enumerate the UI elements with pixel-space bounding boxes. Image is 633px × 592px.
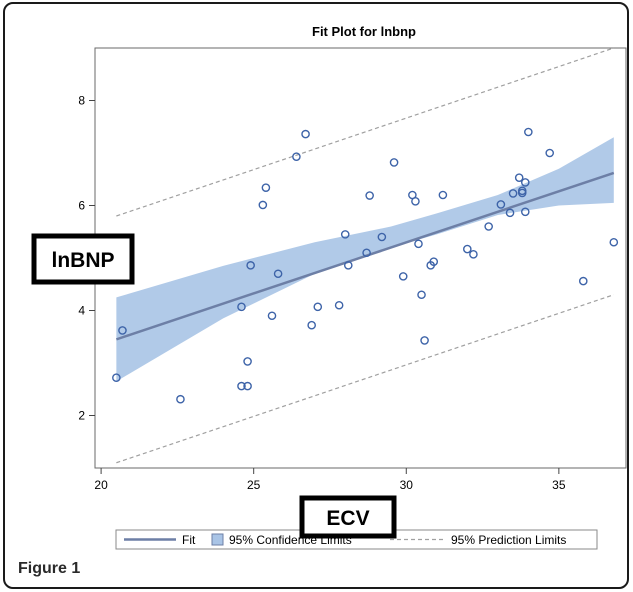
data-point — [609, 237, 619, 247]
data-point — [273, 269, 283, 279]
data-point — [362, 248, 371, 258]
data-point — [484, 222, 493, 231]
data-point — [411, 196, 420, 206]
confidence-band-area — [116, 137, 614, 382]
prediction-limits — [116, 47, 614, 464]
data-point — [246, 261, 255, 270]
data-point — [334, 300, 344, 310]
legend-prediction-label: 95% Prediction Limits — [451, 533, 566, 547]
data-point — [292, 152, 301, 161]
legend-confidence-swatch — [211, 533, 224, 546]
figure-frame — [3, 2, 629, 589]
data-point — [417, 290, 426, 300]
data-point — [520, 207, 530, 217]
data-point — [429, 257, 439, 266]
x-tick-label: 35 — [552, 478, 566, 492]
data-point — [112, 373, 121, 383]
data-point — [389, 158, 399, 167]
data-point — [377, 232, 387, 242]
data-point — [520, 178, 530, 187]
figure-caption: Figure 1 — [18, 560, 81, 577]
data-point — [243, 357, 252, 366]
data-point — [258, 200, 268, 210]
prediction-limit-upper — [116, 47, 614, 217]
y-axis-label-box: lnBNP — [31, 233, 135, 285]
x-label-frame — [299, 495, 397, 539]
data-point — [313, 302, 323, 312]
x-tick-label: 30 — [400, 478, 414, 492]
x-axis-label-box: ECV — [299, 495, 397, 539]
y-axis-ticks: 2 4 6 8 — [78, 94, 95, 423]
legend-fit-label: Fit — [182, 533, 196, 547]
y-tick-label: 2 — [78, 409, 85, 423]
data-point — [267, 311, 277, 321]
data-point — [517, 186, 527, 196]
data-point — [496, 200, 506, 209]
y-tick-label: 4 — [78, 304, 85, 318]
data-point — [514, 173, 524, 182]
data-point — [237, 381, 246, 391]
data-point — [420, 336, 429, 345]
data-point — [438, 190, 448, 200]
data-point — [261, 183, 271, 192]
data-point — [237, 302, 246, 312]
y-tick-label: 8 — [78, 94, 85, 108]
data-point — [343, 261, 353, 270]
x-tick-label: 20 — [94, 478, 108, 492]
data-point — [469, 250, 478, 259]
data-point — [307, 320, 316, 330]
data-points — [112, 127, 619, 404]
y-label-frame — [31, 233, 135, 285]
y-axis-label: lnBNP — [52, 249, 115, 272]
data-point — [505, 208, 515, 218]
data-point — [365, 191, 374, 200]
confidence-band — [116, 137, 614, 382]
data-point — [508, 189, 518, 198]
data-point — [243, 381, 252, 391]
data-point — [578, 276, 588, 286]
x-tick-label: 25 — [247, 478, 261, 492]
data-point — [176, 394, 185, 404]
prediction-limit-lower — [116, 294, 614, 464]
chart-title: Fit Plot for lnbnp — [312, 24, 416, 39]
x-axis-ticks: 20 25 30 35 — [94, 468, 566, 492]
data-point — [545, 148, 555, 158]
data-point — [524, 127, 533, 137]
data-point — [414, 239, 423, 249]
data-point — [301, 129, 310, 139]
data-point — [463, 244, 472, 254]
data-point — [118, 326, 127, 335]
y-tick-label: 6 — [78, 199, 85, 213]
data-point — [340, 230, 350, 239]
x-axis-label: ECV — [326, 507, 369, 530]
data-point — [398, 272, 408, 281]
